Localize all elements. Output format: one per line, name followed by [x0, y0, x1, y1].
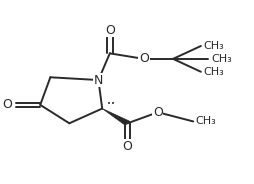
Text: O: O [105, 24, 115, 37]
Polygon shape [102, 109, 130, 125]
Text: CH₃: CH₃ [211, 54, 232, 64]
Text: ••: •• [107, 101, 115, 107]
Text: O: O [123, 140, 132, 153]
Text: CH₃: CH₃ [203, 67, 224, 77]
Text: O: O [3, 98, 12, 111]
Text: N: N [94, 74, 103, 86]
Text: O: O [153, 106, 163, 119]
Text: O: O [139, 52, 149, 65]
Text: CH₃: CH₃ [203, 41, 224, 51]
Text: CH₃: CH₃ [196, 116, 217, 125]
